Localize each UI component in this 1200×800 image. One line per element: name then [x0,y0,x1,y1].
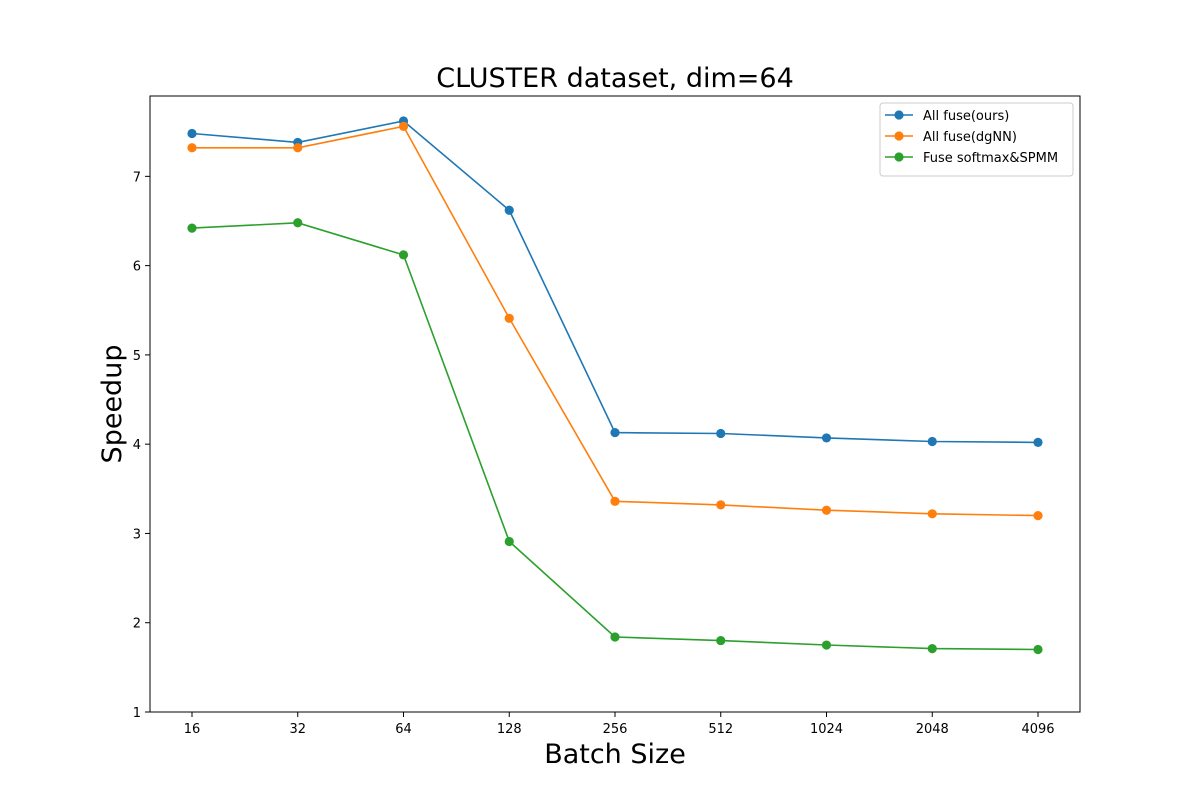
data-point [1033,437,1043,447]
y-axis-title: Speedup [97,345,128,464]
legend-box [879,102,1074,177]
data-point [716,500,726,510]
data-point [927,436,937,447]
x-tick-label: 1024 [810,722,843,737]
data-point [821,505,832,515]
legend-label: Fuse softmax&SPMM [923,151,1058,166]
y-tick-label: 4 [133,438,141,453]
data-point [293,143,303,153]
data-point [927,644,937,654]
x-tick-label: 512 [708,722,733,737]
data-point [187,143,197,153]
y-tick-label: 1 [133,706,141,721]
data-point [610,427,620,438]
data-point [716,635,726,646]
data-point [187,223,197,233]
data-point [187,128,197,139]
data-point [927,509,937,519]
data-point [716,428,726,439]
y-tick-label: 5 [133,349,141,364]
legend-swatch-marker [894,110,904,120]
legend-label: All fuse(ours) [923,109,1009,124]
data-point [398,121,409,131]
plot-area: 16 32 64 128 256 512 1024 2048 4096 1 2 3 4 5 6 7 [133,95,1081,737]
x-tick-label: 128 [497,722,522,737]
y-tick-label: 7 [133,170,141,185]
x-tick-label: 32 [289,722,306,737]
y-tick-label: 2 [133,617,141,632]
x-tick-label: 2048 [916,722,949,737]
data-point [293,218,303,228]
legend: All fuse(ours) All fuse(dgNN) Fuse softmax… [879,102,1074,177]
y-tick-label: 6 [133,260,141,275]
x-axis-title: Batch Size [544,739,686,770]
data-point [821,433,832,443]
chart-title: CLUSTER dataset, dim=64 [436,63,794,94]
data-point [821,640,832,650]
x-tick-label: 16 [184,722,201,737]
y-tick-label: 3 [133,527,141,542]
legend-swatch-marker [894,131,904,141]
x-tick-label: 64 [395,722,412,737]
data-point [1033,510,1043,521]
x-tick-label: 4096 [1021,722,1054,737]
legend-label: All fuse(dgNN) [923,130,1017,145]
data-point [504,205,514,215]
data-point [610,496,620,506]
data-point [610,632,620,642]
x-tick-label: 256 [603,722,628,737]
legend-swatch-marker [894,152,904,162]
data-point [504,536,514,547]
data-point [504,313,514,323]
data-point [398,250,409,260]
data-point [1033,644,1043,655]
